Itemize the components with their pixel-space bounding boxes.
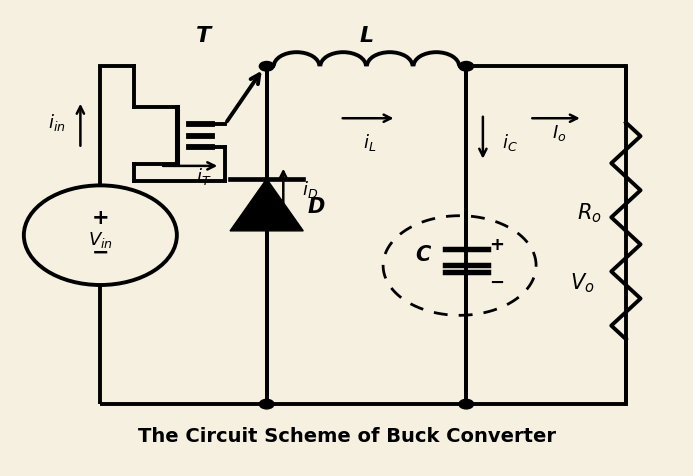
Circle shape: [459, 61, 473, 71]
Text: D: D: [308, 197, 325, 217]
Text: −: −: [489, 274, 504, 291]
Text: −: −: [91, 242, 109, 263]
Text: $i_T$: $i_T$: [195, 166, 211, 187]
Polygon shape: [230, 179, 304, 231]
Text: $R_o$: $R_o$: [577, 202, 602, 225]
Text: T: T: [196, 26, 211, 46]
Text: $i_{in}$: $i_{in}$: [49, 112, 66, 133]
Circle shape: [259, 61, 274, 71]
Text: $i_L$: $i_L$: [363, 131, 376, 153]
Circle shape: [259, 399, 274, 409]
Text: L: L: [360, 26, 374, 46]
Text: $I_o$: $I_o$: [552, 123, 567, 143]
Text: $V_{in}$: $V_{in}$: [88, 229, 113, 249]
Text: $i_C$: $i_C$: [502, 131, 518, 153]
Text: C: C: [415, 245, 430, 265]
Circle shape: [459, 399, 473, 409]
Circle shape: [24, 185, 177, 285]
Text: $V_o$: $V_o$: [570, 271, 595, 295]
Text: +: +: [489, 236, 504, 254]
Text: The Circuit Scheme of Buck Converter: The Circuit Scheme of Buck Converter: [137, 427, 556, 446]
Text: $i_D$: $i_D$: [302, 179, 318, 200]
Text: +: +: [91, 208, 109, 228]
